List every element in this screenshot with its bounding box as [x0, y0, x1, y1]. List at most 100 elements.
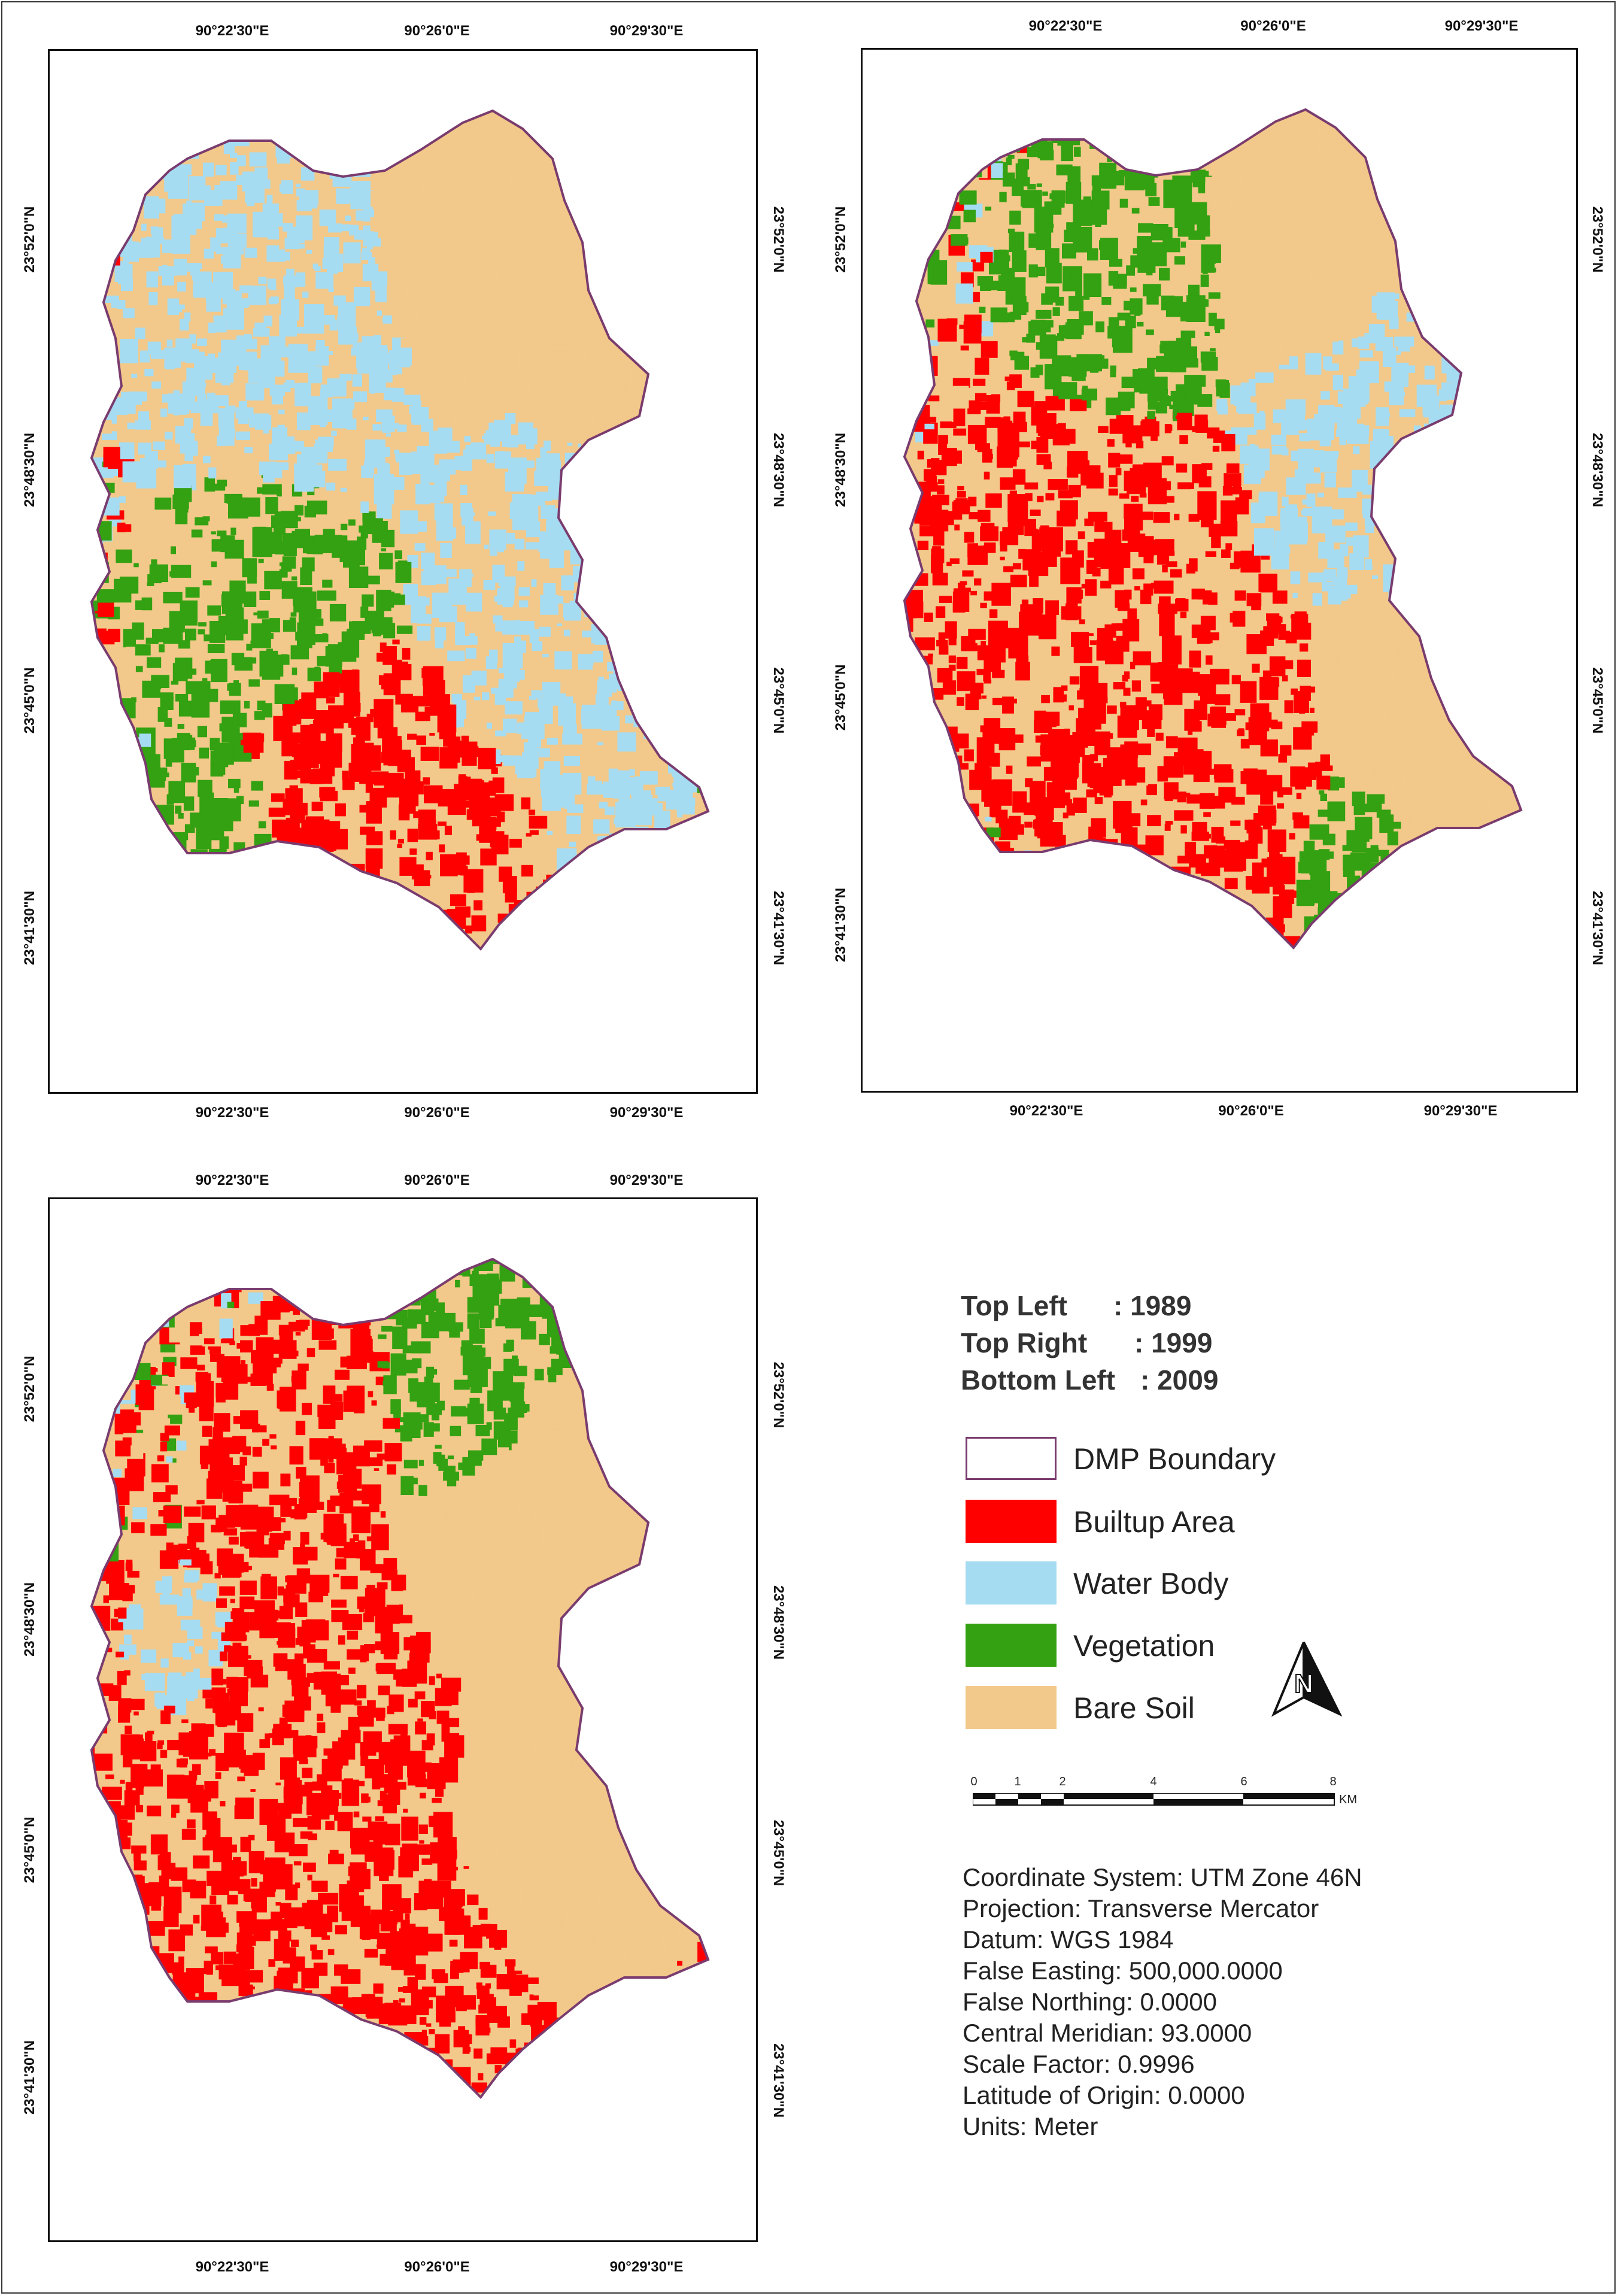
land-cover-patch [1438, 655, 1456, 676]
land-cover-patch [95, 267, 104, 274]
land-cover-patch [326, 697, 335, 703]
land-cover-patch [684, 696, 690, 702]
land-cover-patch [439, 187, 453, 194]
land-cover-patch [980, 932, 995, 947]
land-cover-patch [365, 575, 380, 585]
land-cover-patch [130, 113, 142, 131]
land-cover-patch [1019, 611, 1039, 633]
land-cover-patch [172, 663, 188, 681]
land-cover-patch [1243, 148, 1251, 157]
land-cover-patch [101, 163, 113, 178]
land-cover-patch [1446, 738, 1457, 750]
land-cover-patch [547, 830, 553, 835]
land-cover-patch [1468, 217, 1477, 228]
land-cover-patch [1334, 967, 1350, 983]
land-cover-patch [244, 883, 258, 902]
land-cover-patch [1530, 557, 1543, 573]
land-cover-patch [281, 511, 297, 522]
land-cover-patch [991, 583, 1011, 606]
land-cover-patch [360, 891, 377, 906]
land-cover-patch [1379, 733, 1391, 745]
land-cover-patch [202, 580, 212, 586]
land-cover-patch [383, 740, 402, 766]
land-cover-patch [440, 542, 452, 558]
land-cover-patch [1016, 904, 1021, 908]
land-cover-patch [526, 442, 535, 450]
land-cover-patch [110, 213, 123, 225]
land-cover-patch [1417, 448, 1429, 455]
land-cover-patch [199, 895, 217, 922]
land-cover-patch [1075, 289, 1082, 296]
land-cover-patch [345, 216, 351, 221]
land-cover-patch [454, 274, 466, 290]
land-cover-patch [1153, 881, 1169, 901]
land-cover-patch [1407, 691, 1425, 709]
land-cover-patch [715, 502, 735, 530]
land-cover-patch [910, 601, 924, 618]
land-cover-patch [265, 497, 278, 514]
land-cover-patch [1088, 511, 1107, 522]
land-cover-patch [678, 501, 696, 523]
land-cover-patch [1468, 205, 1474, 212]
land-cover-patch [449, 974, 459, 982]
land-cover-patch [638, 250, 658, 278]
land-cover-patch [676, 707, 684, 720]
land-cover-patch [594, 952, 603, 962]
land-cover-patch [980, 602, 987, 608]
land-cover-patch [1501, 590, 1515, 602]
land-cover-patch [715, 731, 722, 739]
land-cover-patch [636, 835, 654, 860]
land-cover-patch [320, 384, 329, 392]
land-cover-patch [1482, 356, 1495, 376]
land-cover-patch [1433, 332, 1438, 339]
land-cover-patch [369, 927, 381, 941]
land-cover-patch [1035, 735, 1046, 743]
land-cover-patch [302, 882, 314, 893]
land-cover-patch [1379, 131, 1386, 135]
land-cover-patch [969, 545, 986, 560]
land-cover-patch [1123, 154, 1143, 165]
land-cover-patch [1039, 880, 1050, 892]
land-cover-patch [968, 114, 986, 132]
land-cover-patch [1513, 237, 1520, 245]
land-cover-patch [1302, 499, 1309, 505]
land-cover-patch [587, 139, 606, 151]
land-cover-patch [244, 700, 250, 709]
land-cover-patch [211, 358, 220, 368]
land-cover-patch [1317, 263, 1331, 282]
land-cover-patch [1012, 469, 1026, 485]
land-cover-patch [119, 869, 135, 887]
land-cover-patch [1233, 374, 1249, 383]
land-cover-patch [648, 869, 657, 875]
land-cover-patch [236, 155, 246, 166]
land-cover-patch [581, 705, 602, 729]
land-cover-patch [186, 126, 201, 136]
land-cover-patch [1162, 945, 1181, 948]
land-cover-patch [178, 859, 193, 869]
land-cover-patch [1135, 853, 1144, 859]
land-cover-patch [421, 553, 435, 569]
land-cover-patch [505, 701, 523, 715]
land-cover-patch [233, 123, 250, 147]
land-cover-patch [1136, 511, 1153, 520]
land-cover-patch [110, 239, 124, 257]
land-cover-patch [151, 198, 166, 214]
land-cover-patch [1473, 498, 1486, 513]
land-cover-patch [1253, 360, 1261, 371]
land-cover-patch [1032, 963, 1038, 966]
land-cover-patch [1438, 660, 1456, 678]
land-cover-patch [694, 923, 701, 926]
land-cover-patch [691, 349, 697, 357]
land-cover-patch [1431, 535, 1440, 541]
land-cover-patch [640, 275, 656, 285]
land-cover-patch [1464, 406, 1484, 425]
land-cover-patch [675, 952, 683, 958]
land-cover-patch [701, 603, 708, 614]
land-cover-patch [1071, 632, 1089, 647]
land-cover-patch [1431, 620, 1449, 640]
land-cover-patch [1238, 920, 1255, 930]
land-cover-patch [1113, 918, 1132, 930]
land-cover-patch [705, 941, 708, 949]
land-cover-patch [928, 688, 944, 700]
land-cover-patch [937, 762, 945, 771]
